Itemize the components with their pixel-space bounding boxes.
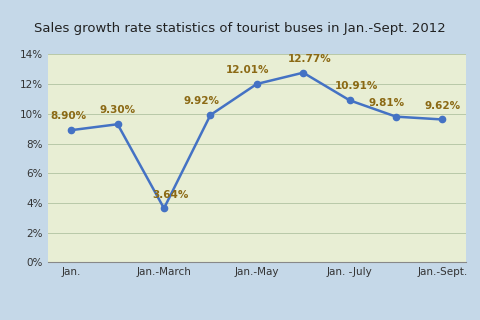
Text: Sales growth rate statistics of tourist buses in Jan.-Sept. 2012: Sales growth rate statistics of tourist … bbox=[34, 22, 446, 36]
Text: 9.81%: 9.81% bbox=[369, 98, 405, 108]
Text: 9.62%: 9.62% bbox=[424, 100, 460, 111]
Text: 8.90%: 8.90% bbox=[51, 111, 87, 121]
Text: 12.01%: 12.01% bbox=[226, 65, 269, 75]
Text: 10.91%: 10.91% bbox=[335, 81, 378, 92]
Text: 9.92%: 9.92% bbox=[183, 96, 219, 106]
Text: 9.30%: 9.30% bbox=[99, 105, 136, 115]
Text: 12.77%: 12.77% bbox=[288, 54, 332, 64]
Text: 3.64%: 3.64% bbox=[153, 190, 189, 200]
